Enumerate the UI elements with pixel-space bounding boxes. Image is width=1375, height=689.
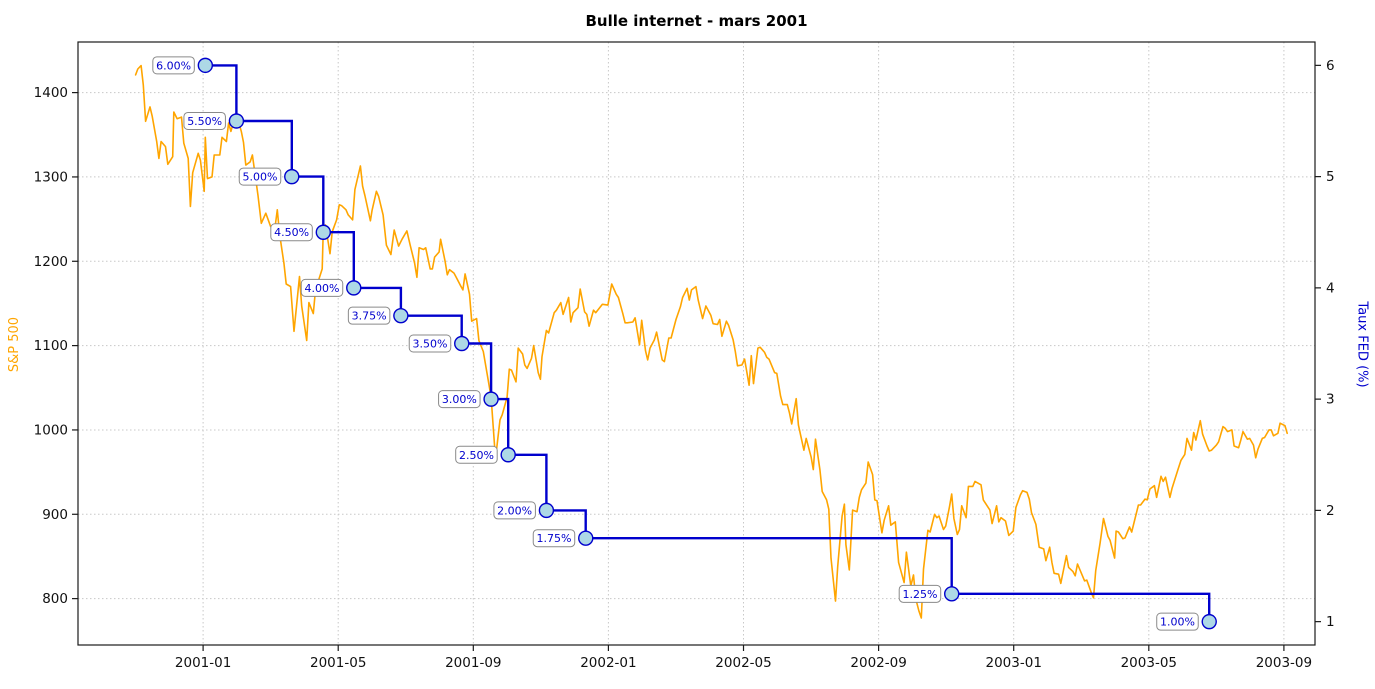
rate-annotation-label: 3.75% [352, 310, 387, 323]
sp500-line [134, 64, 1288, 619]
fed-rate-marker [944, 586, 960, 602]
right-tick-label: 5 [1326, 169, 1335, 185]
axis-ticks: 800 900 1000 1100 1200 1300 1400 1 2 3 4 5 6 2001-01 2… [34, 58, 1335, 671]
rate-annotation-box [1156, 612, 1199, 631]
rate-annotation-box [408, 334, 452, 353]
fed-rate-marker [454, 335, 470, 352]
right-tick-label: 6 [1326, 58, 1335, 74]
x-tick-label: 2003-09 [1256, 655, 1312, 671]
left-tick-label: 1000 [34, 422, 68, 438]
rate-annotation-box [238, 167, 282, 186]
fed-rate-line [205, 64, 1211, 622]
fed-rate-marker [500, 447, 516, 463]
left-tick-label: 1100 [34, 338, 68, 354]
fed-rate-marker [197, 57, 214, 74]
rate-annotation-label: 2.50% [459, 449, 494, 462]
right-tick-label: 1 [1326, 614, 1335, 630]
rate-annotation-box [898, 584, 942, 603]
chart-title: Bulle internet - mars 2001 [585, 12, 808, 30]
left-tick-label: 800 [42, 591, 68, 607]
fed-rate-marker [228, 113, 245, 129]
plot-frame [77, 41, 1316, 646]
rate-annotation-label: 3.00% [442, 393, 477, 406]
fed-rate-marker [393, 307, 409, 324]
left-tick-label: 900 [42, 507, 68, 523]
x-tick-label: 2001-05 [310, 655, 366, 671]
rate-annotation-label: 1.25% [902, 588, 937, 601]
rate-annotation-label: 6.00% [156, 59, 191, 72]
fed-rate-marker [483, 391, 499, 407]
fed-rate-marker [538, 502, 555, 519]
rate-annotation-label: 5.50% [187, 115, 222, 128]
right-tick-label: 3 [1326, 392, 1335, 408]
fed-rate-marker [346, 280, 362, 296]
rate-annotation-label: 1.00% [1160, 616, 1195, 629]
rate-annotation-box [493, 501, 536, 520]
rate-annotation-label: 4.50% [274, 226, 309, 239]
rate-annotation-label: 3.50% [413, 338, 448, 351]
x-tick-label: 2002-01 [580, 655, 636, 671]
fed-rate-marker [284, 168, 300, 185]
rate-annotation-label: 1.75% [537, 532, 572, 545]
rate-annotation-label: 2.00% [497, 504, 532, 517]
rate-annotation-box [300, 278, 344, 297]
rate-annotation-box [532, 529, 576, 548]
gridlines [78, 42, 1315, 645]
rate-annotation-box [347, 306, 391, 325]
right-tick-label: 2 [1326, 503, 1335, 519]
fed-rate-marker [1201, 613, 1217, 630]
rate-annotation-label: 4.00% [305, 282, 340, 295]
fed-rate-marker [315, 224, 332, 240]
right-tick-label: 4 [1326, 280, 1335, 296]
x-tick-label: 2001-01 [175, 655, 231, 671]
x-tick-label: 2003-05 [1121, 655, 1177, 671]
rate-annotation-box [152, 56, 195, 75]
rate-annotation-box [270, 223, 313, 242]
left-tick-label: 1200 [34, 254, 68, 270]
rate-annotation-box [438, 390, 481, 409]
x-tick-label: 2002-09 [850, 655, 906, 671]
rate-annotation-label: 5.00% [243, 171, 278, 184]
rate-annotations: 6.00% 5.50% 5.00% 4.50% 4.00% 3.75% 3.50% 3.00%… [152, 56, 1217, 631]
fed-rate-marker [578, 530, 594, 546]
rate-annotation-box [183, 111, 226, 130]
x-tick-label: 2002-05 [715, 655, 771, 671]
left-tick-label: 1400 [34, 85, 68, 101]
left-tick-label: 1300 [34, 169, 68, 185]
x-tick-label: 2003-01 [986, 655, 1042, 671]
x-tick-label: 2001-09 [445, 655, 501, 671]
rate-annotation-box [455, 445, 498, 464]
